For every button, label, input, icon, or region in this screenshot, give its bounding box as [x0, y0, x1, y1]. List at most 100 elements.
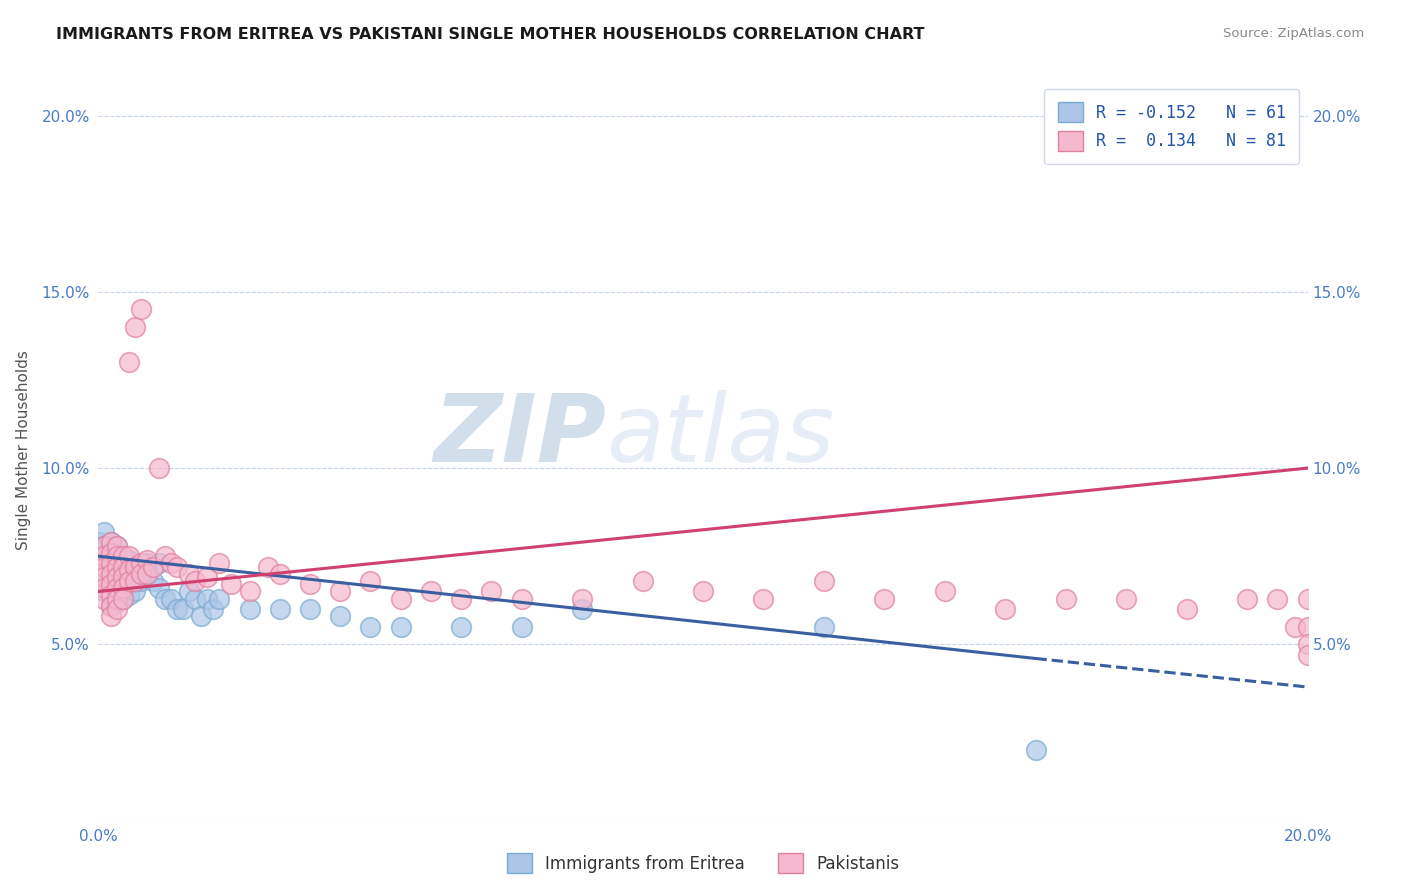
Point: [100, 577, 122, 591]
Point: [631, 574, 654, 588]
Point: [813, 574, 835, 588]
Point: [111, 570, 134, 584]
Point: [111, 559, 134, 574]
Point: [450, 620, 472, 634]
Point: [148, 461, 170, 475]
Point: [111, 591, 134, 606]
Point: [118, 355, 141, 369]
Point: [93, 556, 115, 570]
Point: [100, 599, 122, 613]
Point: [100, 535, 122, 549]
Point: [160, 556, 183, 570]
Point: [135, 553, 157, 567]
Point: [124, 584, 146, 599]
Point: [160, 591, 183, 606]
Point: [93, 591, 115, 606]
Text: atlas: atlas: [606, 390, 835, 481]
Point: [172, 602, 194, 616]
Point: [148, 581, 170, 595]
Point: [118, 574, 141, 588]
Point: [692, 584, 714, 599]
Point: [105, 570, 128, 584]
Point: [105, 602, 128, 616]
Point: [142, 559, 165, 574]
Point: [124, 320, 146, 334]
Point: [510, 591, 533, 606]
Point: [389, 620, 412, 634]
Point: [360, 574, 382, 588]
Point: [100, 559, 122, 574]
Point: [153, 591, 176, 606]
Point: [93, 524, 115, 539]
Point: [93, 566, 115, 581]
Text: Source: ZipAtlas.com: Source: ZipAtlas.com: [1223, 27, 1364, 40]
Point: [420, 584, 443, 599]
Point: [111, 570, 134, 584]
Point: [256, 559, 278, 574]
Point: [111, 591, 134, 606]
Point: [934, 584, 956, 599]
Point: [93, 539, 115, 553]
Point: [1296, 648, 1319, 662]
Point: [813, 620, 835, 634]
Point: [93, 570, 115, 584]
Y-axis label: Single Mother Households: Single Mother Households: [15, 351, 31, 550]
Point: [105, 563, 128, 577]
Point: [93, 539, 115, 553]
Legend: R = -0.152   N = 61, R =  0.134   N = 81: R = -0.152 N = 61, R = 0.134 N = 81: [1045, 88, 1299, 164]
Point: [105, 581, 128, 595]
Point: [100, 549, 122, 564]
Point: [100, 546, 122, 560]
Point: [93, 574, 115, 588]
Point: [93, 559, 115, 574]
Point: [195, 591, 218, 606]
Point: [105, 553, 128, 567]
Text: ZIP: ZIP: [433, 390, 606, 482]
Point: [994, 602, 1017, 616]
Point: [87, 577, 110, 591]
Point: [269, 602, 291, 616]
Point: [1267, 591, 1289, 606]
Point: [87, 549, 110, 564]
Point: [93, 549, 115, 564]
Point: [166, 602, 188, 616]
Point: [118, 566, 141, 581]
Point: [129, 563, 152, 577]
Point: [1284, 620, 1306, 634]
Point: [105, 574, 128, 588]
Point: [1296, 620, 1319, 634]
Point: [571, 602, 593, 616]
Point: [100, 609, 122, 624]
Point: [124, 563, 146, 577]
Point: [100, 577, 122, 591]
Point: [148, 556, 170, 570]
Point: [129, 556, 152, 570]
Point: [166, 559, 188, 574]
Point: [105, 539, 128, 553]
Point: [105, 591, 128, 606]
Point: [135, 556, 157, 570]
Point: [1024, 743, 1046, 757]
Point: [269, 566, 291, 581]
Point: [195, 570, 218, 584]
Point: [208, 591, 231, 606]
Point: [105, 559, 128, 574]
Point: [190, 609, 212, 624]
Point: [1236, 591, 1258, 606]
Text: IMMIGRANTS FROM ERITREA VS PAKISTANI SINGLE MOTHER HOUSEHOLDS CORRELATION CHART: IMMIGRANTS FROM ERITREA VS PAKISTANI SIN…: [56, 27, 925, 42]
Point: [87, 566, 110, 581]
Point: [873, 591, 896, 606]
Point: [153, 549, 176, 564]
Point: [360, 620, 382, 634]
Point: [1296, 637, 1319, 651]
Point: [100, 588, 122, 602]
Point: [1115, 591, 1137, 606]
Point: [100, 566, 122, 581]
Point: [184, 574, 207, 588]
Point: [118, 588, 141, 602]
Point: [571, 591, 593, 606]
Point: [124, 574, 146, 588]
Point: [1175, 602, 1198, 616]
Point: [100, 535, 122, 549]
Point: [179, 584, 201, 599]
